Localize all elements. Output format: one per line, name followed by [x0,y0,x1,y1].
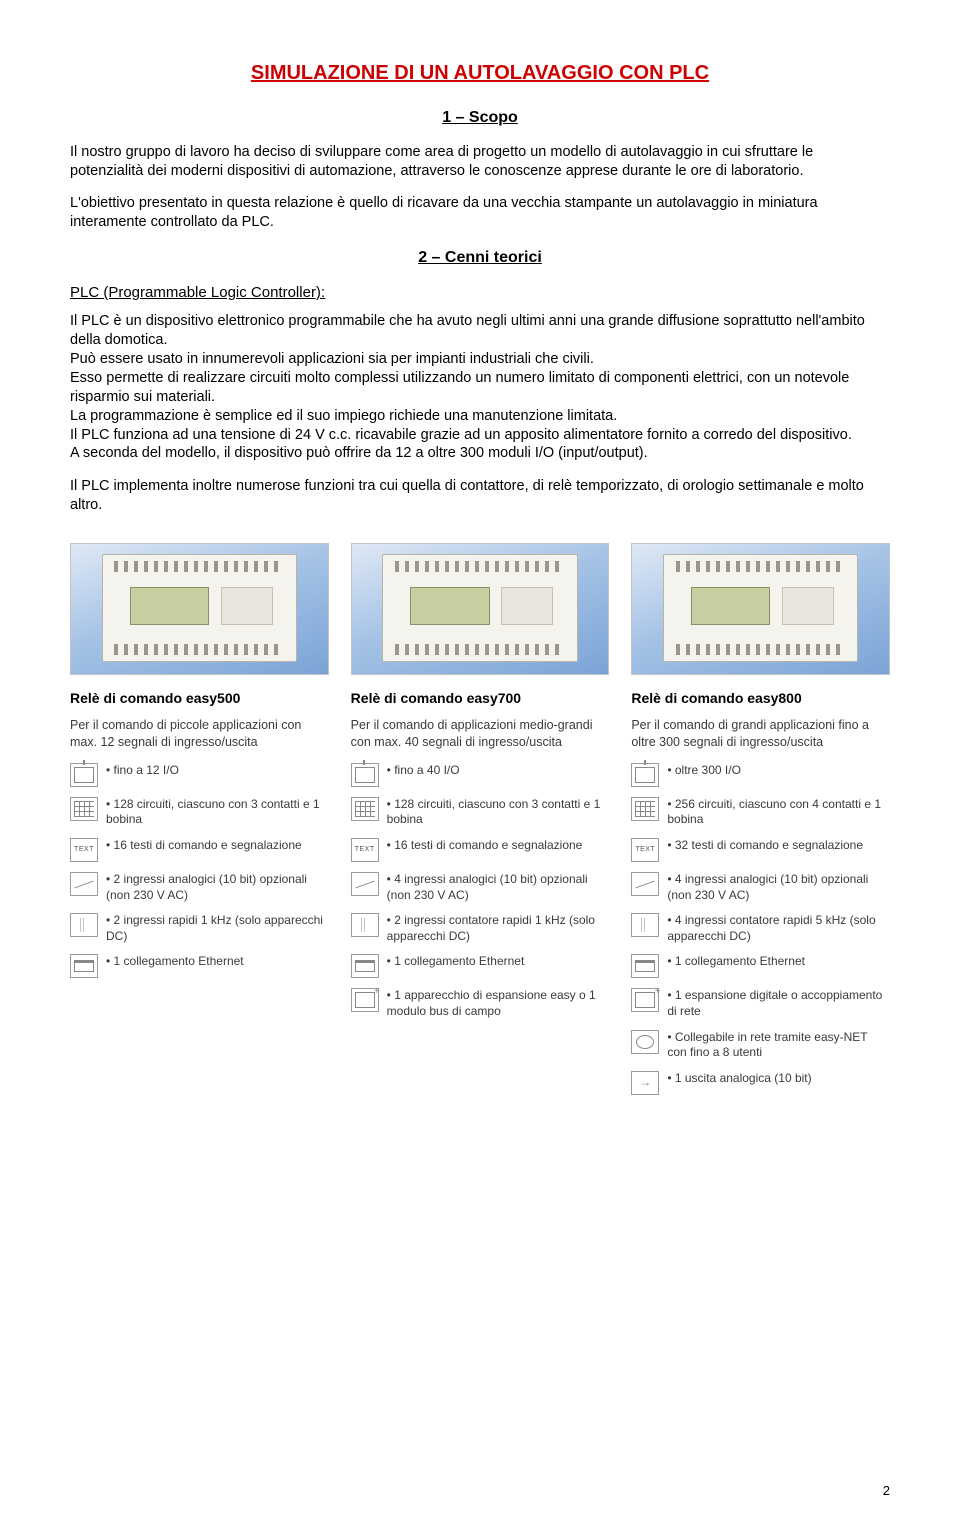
paragraph-plc-1: Il PLC è un dispositivo elettronico prog… [70,312,890,350]
spec-text: • fino a 40 I/O [387,763,460,779]
spec-text: • 128 circuiti, ciascuno con 3 contatti … [387,797,610,828]
subsection-plc: PLC (Programmable Logic Controller): [70,283,890,303]
io-icon [631,763,659,787]
circuit-icon [70,797,98,821]
circuit-icon [631,797,659,821]
analog-icon [70,872,98,896]
spec-text: • fino a 12 I/O [106,763,179,779]
spec-text: • 1 uscita analogica (10 bit) [667,1071,811,1087]
paragraph-plc-3: Il PLC implementa inoltre numerose funzi… [70,477,890,515]
spec-item: • 2 ingressi rapidi 1 kHz (solo apparecc… [70,913,329,944]
out-icon [631,1071,659,1095]
product-column: Relè di comando easy500 Per il comando di… [70,543,329,1105]
spec-item: • 1 uscita analogica (10 bit) [631,1071,890,1095]
product-comparison: Relè di comando easy500 Per il comando di… [70,543,890,1105]
spec-list: • fino a 40 I/O • 128 circuiti, ciascuno … [351,763,610,1020]
spec-text: • 1 collegamento Ethernet [667,954,805,970]
product-column: Relè di comando easy800 Per il comando di… [631,543,890,1105]
spec-item: • 4 ingressi analogici (10 bit) opzional… [351,872,610,903]
spec-item: • 2 ingressi contatore rapidi 1 kHz (sol… [351,913,610,944]
paragraph-intro-2: L'obiettivo presentato in questa relazio… [70,194,890,232]
pulse-icon [631,913,659,937]
spec-item: TEXT • 16 testi di comando e segnalazione [70,838,329,862]
spec-text: • 1 collegamento Ethernet [106,954,244,970]
net-icon [631,1030,659,1054]
spec-item: • 256 circuiti, ciascuno con 4 contatti … [631,797,890,828]
spec-list: • oltre 300 I/O • 256 circuiti, ciascuno … [631,763,890,1095]
circuit-icon [351,797,379,821]
paragraph-plc-2d: Il PLC funziona ad una tensione di 24 V … [70,426,890,445]
spec-item: • 1 apparecchio di espansione easy o 1 m… [351,988,610,1019]
spec-item: • oltre 300 I/O [631,763,890,787]
spec-text: • 1 apparecchio di espansione easy o 1 m… [387,988,610,1019]
eth-icon [351,954,379,978]
exp-icon [351,988,379,1012]
paragraph-intro-1: Il nostro gruppo di lavoro ha deciso di … [70,143,890,181]
exp-icon [631,988,659,1012]
product-name: Relè di comando easy700 [351,689,610,707]
spec-text: • 2 ingressi analogici (10 bit) opzional… [106,872,329,903]
eth-icon [631,954,659,978]
paragraph-plc-2e: A seconda del modello, il dispositivo pu… [70,444,890,463]
product-description: Per il comando di applicazioni medio-gra… [351,717,610,751]
spec-text: • 1 collegamento Ethernet [387,954,525,970]
spec-item: • 2 ingressi analogici (10 bit) opzional… [70,872,329,903]
io-icon [351,763,379,787]
spec-text: • Collegabile in rete tramite easy-NET c… [667,1030,890,1061]
product-name: Relè di comando easy800 [631,689,890,707]
document-title: SIMULAZIONE DI UN AUTOLAVAGGIO CON PLC [70,60,890,86]
analog-icon [631,872,659,896]
spec-item: • 1 collegamento Ethernet [70,954,329,978]
page-number: 2 [883,1483,890,1500]
spec-item: • 1 collegamento Ethernet [351,954,610,978]
eth-icon [70,954,98,978]
product-name: Relè di comando easy500 [70,689,329,707]
io-icon [70,763,98,787]
section-1-heading: 1 – Scopo [70,108,890,129]
spec-item: TEXT • 16 testi di comando e segnalazione [351,838,610,862]
product-image [631,543,890,675]
spec-list: • fino a 12 I/O • 128 circuiti, ciascuno … [70,763,329,979]
spec-item: • 4 ingressi contatore rapidi 5 kHz (sol… [631,913,890,944]
product-image [70,543,329,675]
spec-item: • fino a 40 I/O [351,763,610,787]
spec-text: • 2 ingressi rapidi 1 kHz (solo apparecc… [106,913,329,944]
text-icon: TEXT [351,838,379,862]
text-icon: TEXT [70,838,98,862]
spec-item: • fino a 12 I/O [70,763,329,787]
paragraph-plc-2c: La programmazione è semplice ed il suo i… [70,407,890,426]
spec-item: • 128 circuiti, ciascuno con 3 contatti … [70,797,329,828]
spec-item: • 1 collegamento Ethernet [631,954,890,978]
spec-text: • 4 ingressi contatore rapidi 5 kHz (sol… [667,913,890,944]
spec-item: • Collegabile in rete tramite easy-NET c… [631,1030,890,1061]
spec-text: • 16 testi di comando e segnalazione [387,838,583,854]
spec-text: • 32 testi di comando e segnalazione [667,838,863,854]
spec-text: • oltre 300 I/O [667,763,741,779]
product-description: Per il comando di piccole applicazioni c… [70,717,329,751]
spec-item: • 1 espansione digitale o accoppiamento … [631,988,890,1019]
section-2-heading: 2 – Cenni teorici [70,248,890,269]
paragraph-plc-2a: Può essere usato in innumerevoli applica… [70,350,890,369]
analog-icon [351,872,379,896]
text-icon: TEXT [631,838,659,862]
product-column: Relè di comando easy700 Per il comando di… [351,543,610,1105]
paragraph-plc-2b: Esso permette di realizzare circuiti mol… [70,369,890,407]
spec-text: • 4 ingressi analogici (10 bit) opzional… [387,872,610,903]
pulse-icon [70,913,98,937]
product-image [351,543,610,675]
spec-item: • 4 ingressi analogici (10 bit) opzional… [631,872,890,903]
spec-text: • 2 ingressi contatore rapidi 1 kHz (sol… [387,913,610,944]
product-description: Per il comando di grandi applicazioni fi… [631,717,890,751]
spec-item: • 128 circuiti, ciascuno con 3 contatti … [351,797,610,828]
spec-text: • 16 testi di comando e segnalazione [106,838,302,854]
spec-item: TEXT • 32 testi di comando e segnalazione [631,838,890,862]
spec-text: • 256 circuiti, ciascuno con 4 contatti … [667,797,890,828]
spec-text: • 128 circuiti, ciascuno con 3 contatti … [106,797,329,828]
spec-text: • 1 espansione digitale o accoppiamento … [667,988,890,1019]
spec-text: • 4 ingressi analogici (10 bit) opzional… [667,872,890,903]
pulse-icon [351,913,379,937]
